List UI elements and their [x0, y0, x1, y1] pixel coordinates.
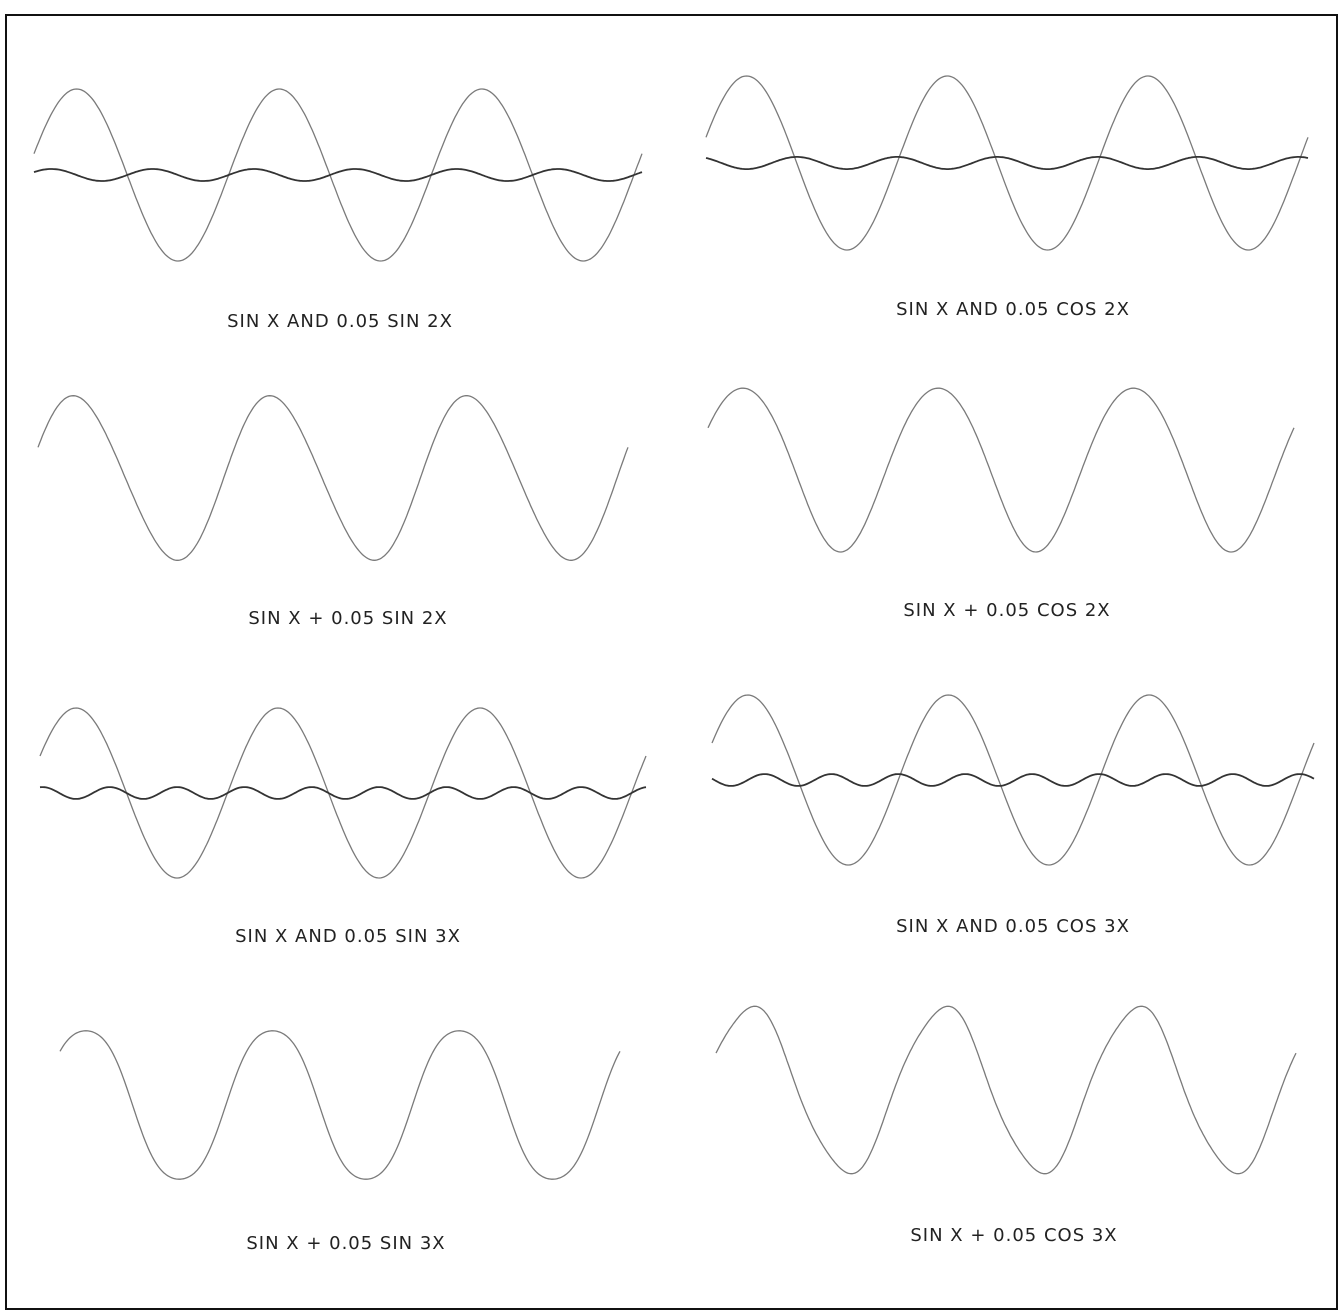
fundamental-wave [711, 694, 1315, 866]
caption-sin-x-plus-sin-2x: SIN X + 0.05 SIN 2X [248, 608, 448, 629]
harmonic-wave [711, 773, 1315, 787]
caption-sin-x-and-sin-2x: SIN X AND 0.05 SIN 2X [227, 311, 453, 332]
sum-wave [715, 1005, 1297, 1175]
caption-sin-x-plus-cos-2x: SIN X + 0.05 COS 2X [903, 600, 1111, 621]
panel-p1 [705, 75, 1309, 251]
caption-sin-x-plus-sin-3x: SIN X + 0.05 SIN 3X [246, 1233, 446, 1254]
harmonic-wave [705, 156, 1309, 170]
panel-p6 [59, 1030, 621, 1180]
panel-p3 [707, 387, 1295, 553]
harmonic-wave [33, 168, 643, 182]
panel-p4 [39, 707, 647, 879]
sum-wave [707, 387, 1295, 553]
harmonic-wave [39, 786, 647, 800]
fundamental-wave [705, 75, 1309, 251]
figure-frame [5, 14, 1338, 1310]
sum-wave [37, 395, 629, 561]
panel-p0 [33, 88, 643, 262]
caption-sin-x-and-cos-2x: SIN X AND 0.05 COS 2X [896, 299, 1130, 320]
caption-sin-x-and-cos-3x: SIN X AND 0.05 COS 3X [896, 916, 1130, 937]
sum-wave [59, 1030, 621, 1180]
caption-sin-x-plus-cos-3x: SIN X + 0.05 COS 3X [910, 1225, 1118, 1246]
fundamental-wave [33, 88, 643, 262]
fundamental-wave [39, 707, 647, 879]
panel-p2 [37, 395, 629, 561]
panel-p5 [711, 694, 1315, 866]
panel-p7 [715, 1005, 1297, 1175]
caption-sin-x-and-sin-3x: SIN X AND 0.05 SIN 3X [235, 926, 461, 947]
